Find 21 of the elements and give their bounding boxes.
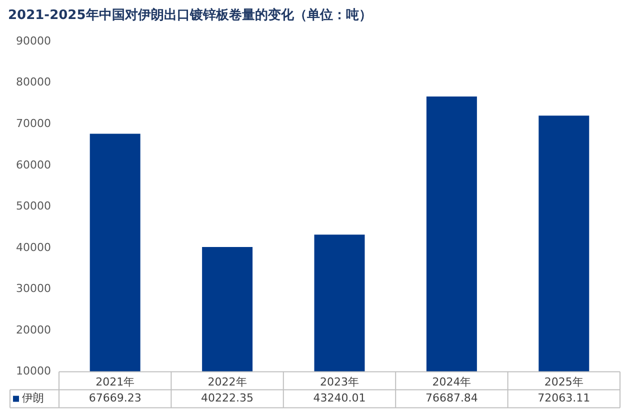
y-tick-label: 10000	[16, 364, 51, 378]
x-tick-label: 2023年	[320, 375, 359, 388]
x-tick-label: 2021年	[96, 375, 135, 388]
y-tick-label: 90000	[16, 34, 51, 48]
y-tick-label: 70000	[16, 117, 51, 130]
y-tick-label: 50000	[16, 200, 51, 213]
y-tick-label: 60000	[16, 158, 51, 172]
legend-label: 伊朗	[22, 392, 44, 405]
x-tick-label: 2024年	[432, 375, 472, 388]
data-label: 76687.84	[425, 392, 478, 405]
data-label: 67669.23	[88, 392, 142, 405]
y-tick-label: 20000	[16, 323, 51, 336]
data-label: 43240.01	[313, 392, 366, 405]
x-tick-label: 2025年	[544, 375, 584, 388]
chart-title: 2021-2025年中国对伊朗出口镀锌板卷量的变化（单位：吨）	[8, 7, 372, 24]
y-tick-label: 40000	[16, 240, 51, 254]
y-tick-label: 80000	[16, 76, 51, 89]
data-label: 40222.35	[201, 392, 254, 405]
data-label: 72063.11	[538, 392, 590, 405]
y-tick-label: 30000	[16, 282, 51, 296]
x-tick-label: 2022年	[208, 375, 247, 388]
